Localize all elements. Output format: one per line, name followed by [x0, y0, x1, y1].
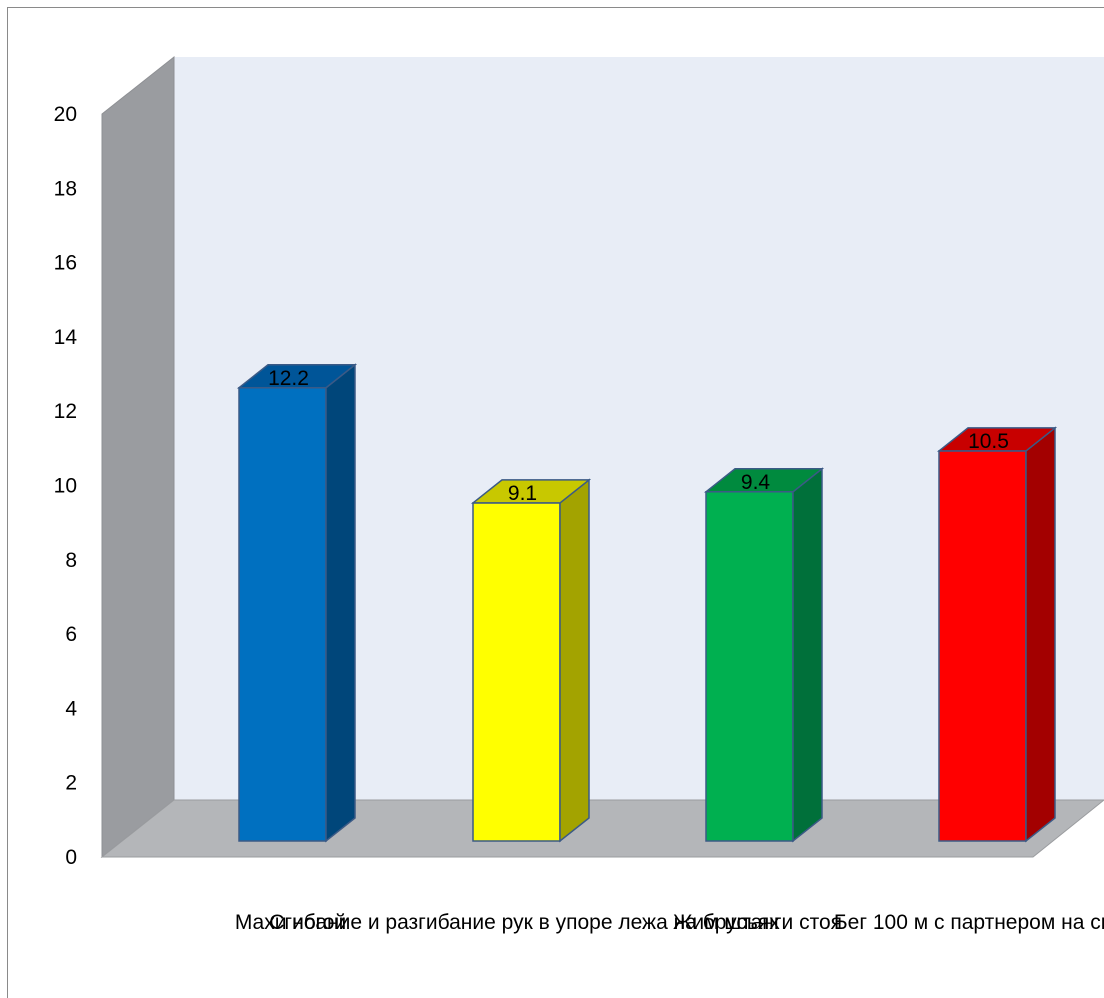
category-label: Бег 100 м с партнером на спине	[834, 911, 1104, 934]
category-label: Сгибание и разгибание рук в упоре лежа н…	[269, 911, 780, 934]
bar-3	[703, 467, 825, 843]
bar-side	[559, 478, 590, 843]
bar-top	[236, 364, 358, 389]
y-tick-label: 2	[65, 772, 77, 795]
side-wall	[101, 55, 175, 859]
y-axis-ticks: 0 2 4 6 8 10 12 14 16 18 20	[54, 103, 78, 869]
chart-frame	[7, 7, 1104, 998]
bar-top	[703, 468, 825, 493]
y-tick-label: 14	[54, 326, 78, 349]
bar-side	[325, 363, 356, 843]
bar-side	[792, 467, 823, 843]
bar-side	[1025, 426, 1056, 843]
y-tick-label: 18	[54, 177, 77, 200]
category-label: Махи ногой	[235, 911, 346, 934]
bar-front	[472, 502, 561, 842]
data-label: 9.1	[508, 482, 537, 505]
category-label: Жим штанги стоя	[673, 911, 842, 934]
bar-4	[936, 426, 1058, 843]
y-tick-label: 20	[54, 103, 77, 126]
back-wall	[174, 57, 1104, 800]
data-label: 10.5	[968, 430, 1009, 453]
y-tick-label: 8	[65, 549, 77, 572]
bar-top	[470, 479, 592, 504]
y-tick-label: 0	[65, 846, 77, 869]
y-tick-label: 4	[65, 697, 77, 720]
y-tick-label: 6	[65, 623, 77, 646]
bar-top	[936, 427, 1058, 452]
data-label: 12.2	[268, 367, 309, 390]
data-labels: 12.2 9.1 9.4 10.5	[268, 367, 1009, 505]
bar-front	[705, 491, 794, 842]
bar-1	[236, 363, 358, 843]
bar-front	[238, 387, 327, 842]
y-tick-label: 12	[54, 400, 77, 423]
y-tick-label: 10	[54, 475, 77, 498]
bar-2	[470, 478, 592, 843]
chart-bars	[236, 363, 1058, 843]
data-label: 9.4	[741, 471, 771, 494]
y-tick-label: 16	[54, 252, 77, 275]
bar-front	[938, 450, 1027, 842]
